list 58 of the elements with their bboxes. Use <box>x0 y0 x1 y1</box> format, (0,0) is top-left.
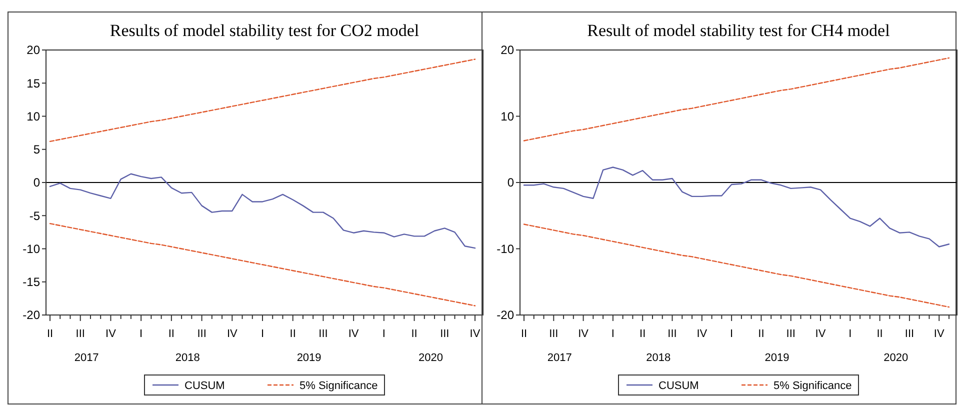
y-tick-label: 20 <box>26 43 40 58</box>
x-tick-label: III <box>549 328 558 340</box>
y-tick-label: -15 <box>22 275 40 290</box>
legend-label: CUSUM <box>184 380 225 392</box>
x-tick-label: III <box>440 328 450 340</box>
x2-tick-label: 2017 <box>547 352 572 364</box>
chart-title: Results of model stability test for CO2 model <box>110 21 420 40</box>
y-tick-label: 10 <box>26 109 40 124</box>
x2-tick-label: 2018 <box>646 352 671 364</box>
y-tick-label: -10 <box>496 242 514 256</box>
x-tick-label: III <box>197 328 206 340</box>
chart-title: Result of model stability test for CH4 model <box>587 21 890 40</box>
y-tick-label: 15 <box>26 76 40 90</box>
x-tick-label: II <box>290 328 296 340</box>
y-tick-label: 0 <box>507 176 514 190</box>
x-tick-label: II <box>520 328 528 340</box>
x2-tick-label: 2020 <box>884 352 908 364</box>
legend-label: 5% Significance <box>774 380 852 392</box>
x-tick-label: IV <box>470 328 481 340</box>
x-tick-label: IV <box>106 328 117 340</box>
legend-label: CUSUM <box>658 380 699 392</box>
x2-tick-label: 2020 <box>418 352 444 364</box>
y-tick-label: 20 <box>500 43 514 58</box>
y-tick-label: 10 <box>500 109 514 124</box>
x-tick-label: III <box>786 328 796 340</box>
x-tick-label: I <box>382 328 386 340</box>
y-tick-label: -10 <box>22 242 40 256</box>
x-tick-label: II <box>411 328 418 340</box>
x-tick-label: II <box>640 328 646 340</box>
x-tick-label: I <box>611 328 614 340</box>
x-tick-label: IV <box>578 328 590 340</box>
x2-tick-label: 2018 <box>175 352 200 364</box>
x-tick-label: IV <box>348 328 360 340</box>
x-tick-label: I <box>848 328 852 340</box>
x-tick-label: IV <box>815 328 826 340</box>
x-tick-label: III <box>668 328 677 340</box>
x2-tick-label: 2019 <box>764 352 790 364</box>
x-tick-label: I <box>140 328 143 340</box>
x-tick-label: I <box>730 328 734 340</box>
x-tick-label: IV <box>696 328 708 340</box>
y-tick-label: -20 <box>496 308 514 322</box>
x2-tick-label: 2019 <box>296 352 322 364</box>
y-tick-label: -20 <box>22 308 40 322</box>
y-tick-label: 5 <box>33 142 40 157</box>
legend-label: 5% Significance <box>300 380 378 392</box>
x-tick-label: III <box>904 328 914 340</box>
x-tick-label: II <box>758 328 764 340</box>
x-tick-label: II <box>168 328 174 340</box>
x-tick-label: II <box>876 328 883 340</box>
x2-tick-label: 2017 <box>74 352 99 364</box>
x-tick-label: I <box>260 328 264 340</box>
x-tick-label: II <box>46 328 54 340</box>
y-tick-label: -5 <box>29 208 40 223</box>
x-tick-label: IV <box>226 328 238 340</box>
x-tick-label: III <box>76 328 85 340</box>
y-tick-label: 0 <box>33 176 40 190</box>
x-tick-label: III <box>318 328 328 340</box>
x-tick-label: IV <box>934 328 945 340</box>
